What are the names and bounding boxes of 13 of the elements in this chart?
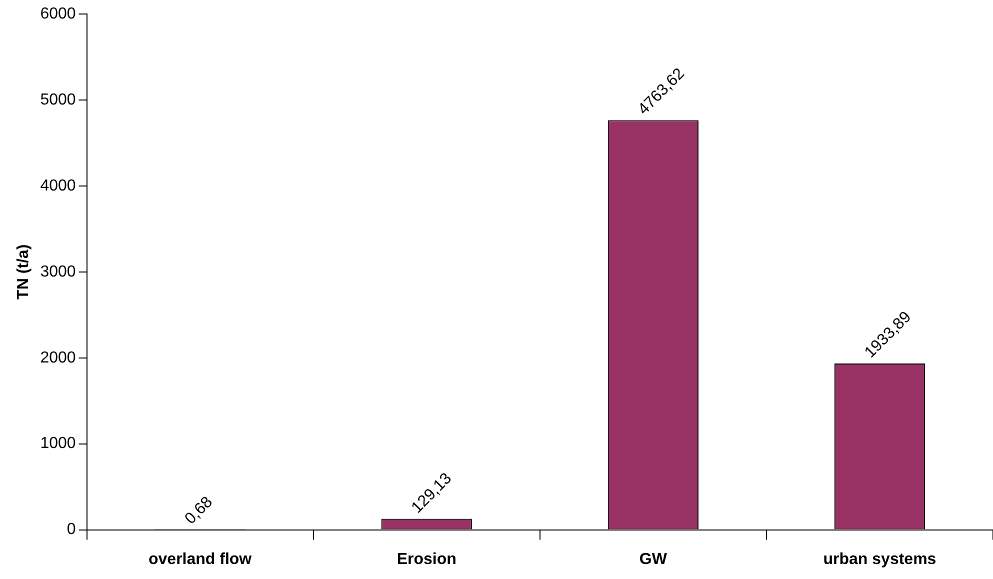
data-label: 0,68 bbox=[182, 494, 216, 528]
x-tick-label: overland flow bbox=[148, 550, 252, 568]
x-tick-label: urban systems bbox=[823, 550, 936, 568]
y-tick-label: 6000 bbox=[40, 5, 76, 22]
y-axis-title: TN (t/a) bbox=[15, 244, 32, 300]
y-tick-label: 4000 bbox=[40, 177, 76, 194]
x-tick-label: GW bbox=[639, 550, 668, 568]
y-tick-label: 3000 bbox=[40, 263, 76, 280]
y-tick-label: 0 bbox=[66, 521, 76, 538]
y-tick-label: 5000 bbox=[40, 91, 76, 108]
y-tick-label: 2000 bbox=[40, 349, 76, 366]
x-tick-label: Erosion bbox=[396, 550, 456, 568]
y-tick-label: 1000 bbox=[40, 435, 76, 452]
